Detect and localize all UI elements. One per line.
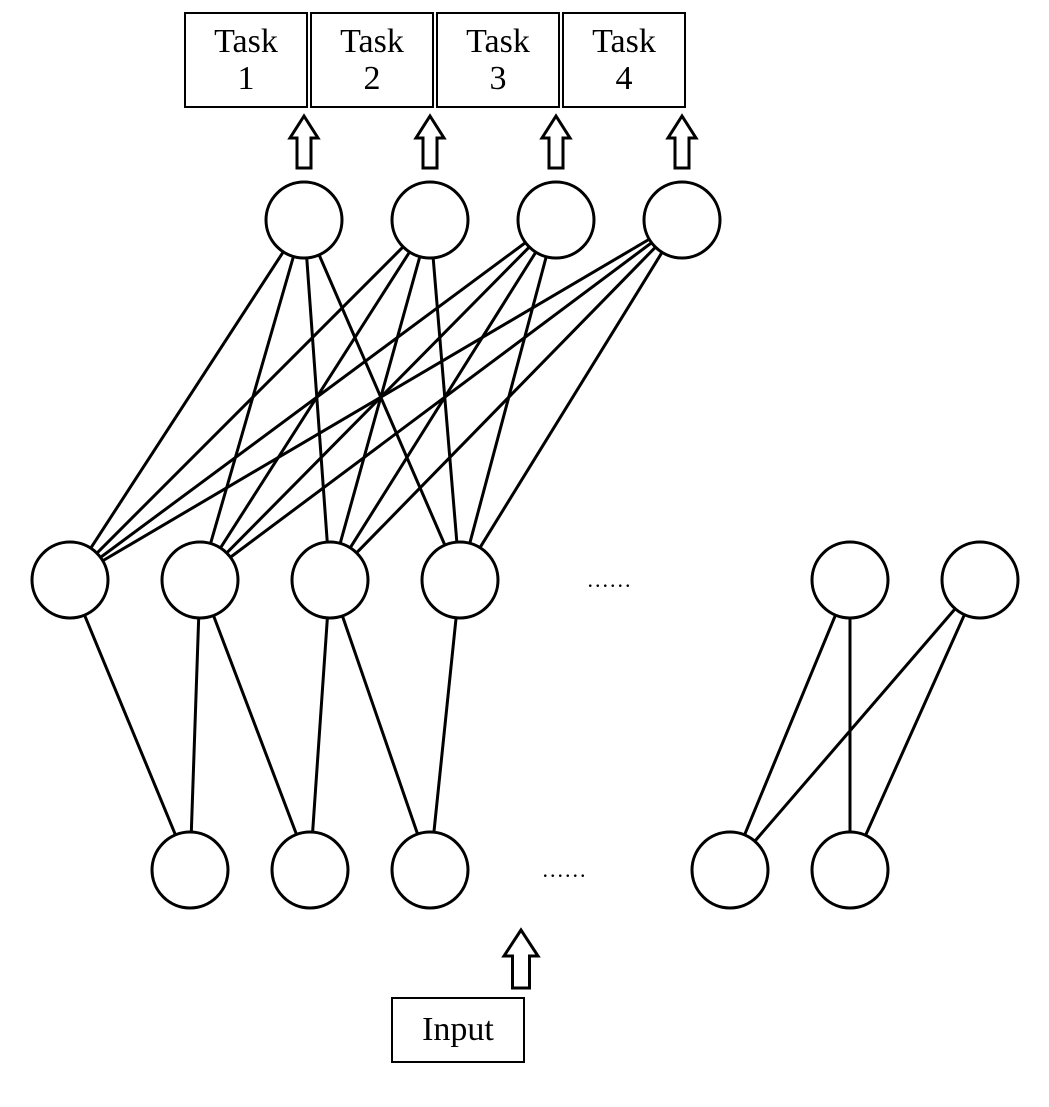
task-label-top: Task — [466, 23, 530, 60]
task-label-bottom: 3 — [490, 60, 507, 97]
task-box-2: Task 2 — [310, 12, 434, 108]
task-label-bottom: 1 — [238, 60, 255, 97]
task-box-3: Task 3 — [436, 12, 560, 108]
task-label-bottom: 2 — [364, 60, 381, 97]
input-label: Input — [422, 1011, 494, 1048]
input-layer-ellipsis: ...... — [543, 857, 588, 883]
network-diagram — [0, 0, 1049, 1107]
task-label-top: Task — [592, 23, 656, 60]
task-box-4: Task 4 — [562, 12, 686, 108]
hidden-layer-ellipsis: ...... — [588, 567, 633, 593]
task-label-top: Task — [340, 23, 404, 60]
task-box-1: Task 1 — [184, 12, 308, 108]
task-label-bottom: 4 — [616, 60, 633, 97]
task-label-top: Task — [214, 23, 278, 60]
input-box: Input — [391, 997, 525, 1063]
